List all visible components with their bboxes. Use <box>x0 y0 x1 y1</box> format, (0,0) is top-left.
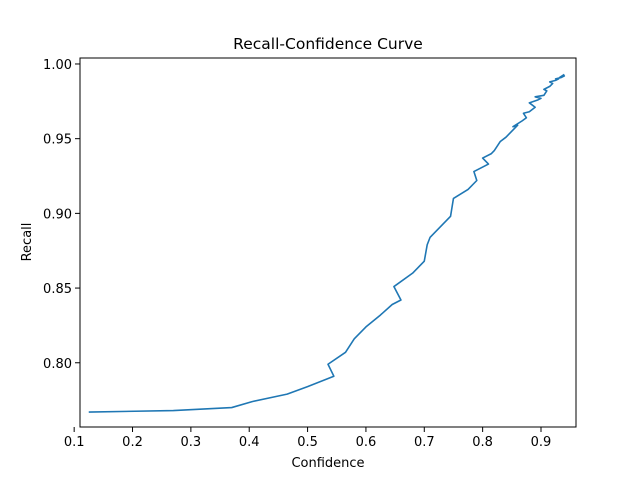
x-tick-label: 0.3 <box>181 435 202 450</box>
y-tick-label: 0.90 <box>43 207 72 222</box>
y-tick-label: 0.85 <box>43 282 72 297</box>
x-tick-label: 0.5 <box>297 435 318 450</box>
x-tick-label: 0.4 <box>239 435 260 450</box>
x-tick-label: 0.8 <box>472 435 493 450</box>
y-tick-label: 1.00 <box>43 58 72 73</box>
y-axis-ticks: 0.80 0.85 0.90 0.95 1.00 <box>43 58 80 372</box>
x-tick-label: 0.9 <box>531 435 552 450</box>
x-tick-label: 0.6 <box>356 435 377 450</box>
x-axis-label: Confidence <box>291 456 364 471</box>
x-tick-label: 0.1 <box>64 435 85 450</box>
recall-curve-line <box>88 73 566 413</box>
y-axis-label: Recall <box>20 223 35 262</box>
plot-area <box>88 73 566 413</box>
plot-frame <box>79 57 577 428</box>
y-tick-label: 0.80 <box>43 357 72 372</box>
chart-title: Recall-Confidence Curve <box>233 35 423 53</box>
y-tick-label: 0.95 <box>43 133 72 148</box>
x-tick-label: 0.7 <box>414 435 435 450</box>
x-tick-label: 0.2 <box>122 435 143 450</box>
x-axis-ticks: 0.1 0.2 0.3 0.4 0.5 0.6 0.7 0.8 0.9 <box>64 427 552 450</box>
